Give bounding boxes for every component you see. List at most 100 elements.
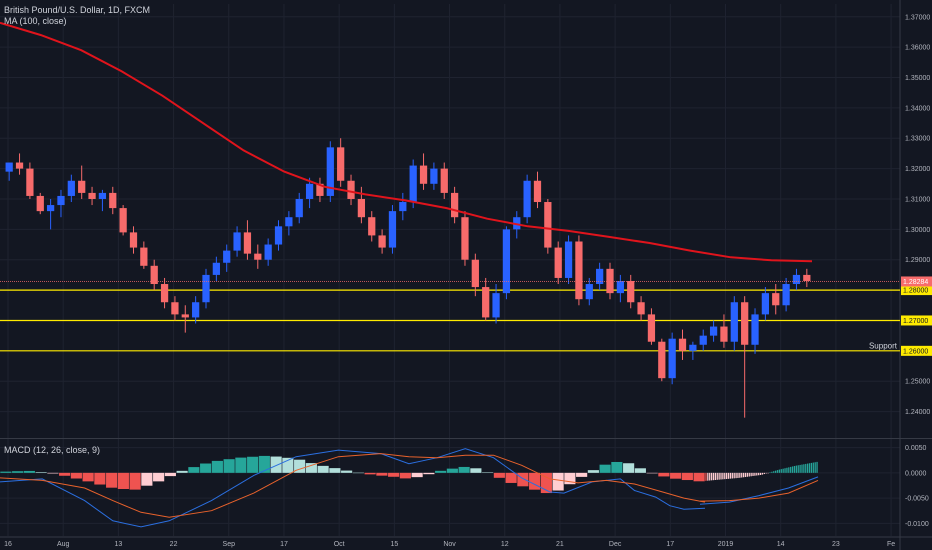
macd-line (699, 476, 819, 505)
candle-body (450, 192, 459, 218)
macd-hist-bar (778, 469, 781, 473)
candle-body (596, 268, 604, 285)
macd-hist-bar (733, 472, 735, 479)
macd-hist-bar (810, 462, 813, 473)
macd-hist-bar (411, 472, 423, 478)
macd-hist-bar (47, 472, 59, 474)
macd-hist-bar (807, 463, 809, 473)
macd-hist-bar (317, 465, 329, 473)
macd-hist-bar (812, 462, 814, 473)
macd-hist-bar (746, 472, 749, 477)
ma-legend: MA (100, close) (4, 16, 67, 26)
macd-hist-bar (726, 472, 728, 479)
candle-body (171, 302, 179, 315)
candle-body (409, 165, 417, 203)
price-y-tick: 1.35000 (905, 75, 930, 82)
signal-line (699, 479, 819, 502)
x-tick-label: Oct (334, 541, 345, 548)
macd-hist-bar (305, 463, 317, 473)
candle-body (212, 262, 220, 275)
x-tick-label: Aug (57, 541, 70, 548)
macd-hist-bar (482, 472, 494, 473)
macd-hist-bar (773, 471, 775, 473)
macd-hist-bar (782, 468, 784, 473)
candle-body (523, 180, 531, 218)
x-tick-label: 12 (501, 541, 509, 548)
macd-hist-bar (176, 470, 188, 473)
candle-body (326, 147, 334, 196)
candle-body (202, 274, 210, 303)
candle-body (461, 217, 469, 260)
candle-body (471, 259, 479, 288)
candle-body (233, 232, 241, 251)
macd-hist-bar (329, 468, 341, 473)
candle-body (606, 268, 614, 294)
candle-body (741, 302, 749, 345)
macd-hist-bar (759, 472, 762, 475)
macd-hist-bar (761, 472, 764, 475)
ma100-line[interactable] (0, 21, 813, 263)
price-y-tick: 1.33000 (905, 136, 930, 143)
candle-body (140, 247, 148, 266)
candle-body (264, 244, 272, 260)
macd-hist-bar (724, 472, 726, 480)
x-tick-label: 2019 (718, 541, 734, 548)
macd-hist-bar (788, 467, 790, 473)
macd-hist-bar (646, 472, 658, 474)
candle-body (575, 241, 583, 300)
candle-body (647, 314, 656, 342)
x-tick-label: 15 (390, 541, 398, 548)
candle-body (803, 274, 811, 281)
macd-hist-bar (117, 472, 129, 490)
macd-hist-bar (435, 470, 447, 473)
macd-hist-bar (763, 472, 765, 475)
macd-hist-bar (712, 472, 715, 481)
macd-hist-bar (735, 472, 737, 479)
price-y-tick: 1.37000 (905, 14, 930, 21)
macd-hist-bar (814, 462, 816, 473)
macd-hist-bar (741, 472, 743, 478)
macd-hist-bar (35, 472, 47, 473)
signal-line (0, 453, 706, 518)
candle-body (119, 208, 127, 233)
macd-hist-bar (739, 472, 741, 478)
candle-body (720, 326, 728, 342)
symbol-title: British Pound/U.S. Dollar, 1D, FXCM (4, 5, 151, 15)
macd-hist-bar (388, 472, 400, 477)
candle-body (668, 338, 676, 379)
price-y-tick: 1.24000 (905, 409, 930, 416)
candle-body (67, 180, 75, 196)
macd-hist-bar (376, 472, 388, 476)
macd-hist-bar (780, 469, 782, 473)
x-tick-label: Nov (443, 541, 456, 548)
macd-hist-bar (758, 472, 760, 476)
price-y-tick: 1.29000 (905, 257, 930, 264)
macd-y-tick: 0.0050 (905, 445, 927, 452)
macd-hist-bar (797, 465, 799, 473)
macd-hist-bar (352, 472, 364, 474)
macd-hist-bar (705, 472, 707, 481)
macd-hist-bar (247, 456, 259, 473)
candle-body (616, 280, 624, 294)
macd-hist-bar (540, 472, 552, 494)
candle-body (689, 344, 697, 351)
candle-body (782, 284, 790, 306)
macd-hist-bar (744, 472, 747, 478)
macd-hist-bar (752, 472, 754, 476)
macd-hist-bar (223, 459, 235, 473)
candle-body (5, 162, 13, 172)
macd-hist-bar (599, 464, 611, 473)
candle-body (57, 195, 65, 206)
macd-hist-bar (59, 472, 71, 476)
macd-hist-bar (258, 455, 270, 473)
macd-hist-bar (470, 468, 482, 473)
macd-hist-bar (188, 467, 200, 473)
price-y-tick: 1.34000 (905, 105, 930, 112)
level-price-tag (901, 285, 932, 296)
candle-body (129, 232, 138, 248)
pane-separator[interactable] (0, 438, 932, 439)
level-annotation: Support (869, 341, 898, 350)
macd-hist-bar (756, 472, 758, 476)
macd-hist-bar (282, 457, 294, 473)
